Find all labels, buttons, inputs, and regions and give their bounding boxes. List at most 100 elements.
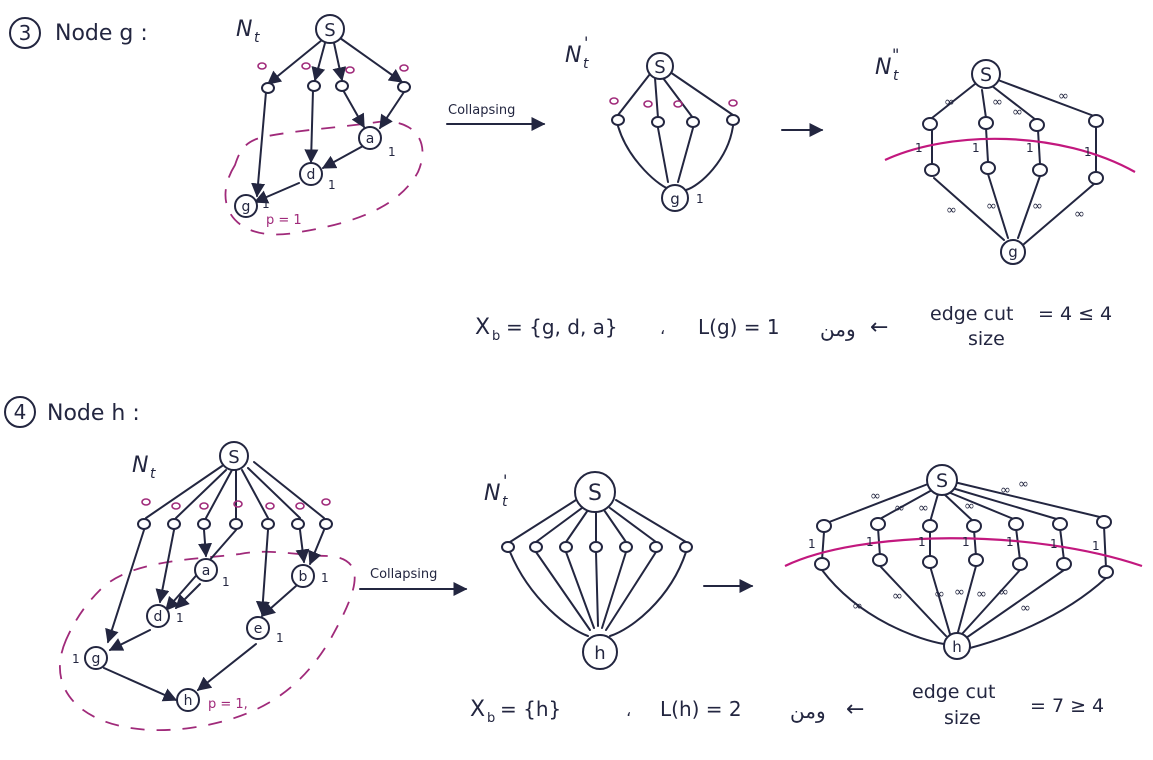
- step-4-node-b-label: b: [299, 569, 308, 585]
- step-3-net-label: N: [236, 17, 252, 42]
- step-3-node-d: [299, 162, 323, 186]
- step-3-inf-2: ∞: [992, 95, 1003, 110]
- step-4-node-g-weight: 1: [72, 652, 80, 666]
- step-3-inf-7: ∞: [1032, 199, 1043, 214]
- step-3-edge-cut-line2: size: [968, 328, 1005, 350]
- step-3-network-split: N t " S g ∞ ∞ ∞ ∞ 1 1 1 1 ∞ ∞ ∞ ∞: [875, 45, 1136, 265]
- step-3-collapsed-label: N: [565, 43, 581, 68]
- step-4-xb-value: = {h}: [500, 697, 561, 721]
- step-4-node-d: [146, 604, 170, 628]
- step-3-root-label: S: [324, 20, 335, 41]
- step-3-lg: L(g) = 1: [698, 315, 780, 339]
- step-4-node-d-weight: 1: [176, 611, 184, 625]
- step-4-edge-cut-value: = 7 ≥ 4: [1030, 695, 1104, 717]
- step-3-inf-4: ∞: [1058, 89, 1069, 104]
- step-4-node-e: [246, 616, 270, 640]
- step-4-collapsed-root: S: [588, 481, 602, 506]
- step-3-net-sub: t: [254, 30, 260, 46]
- step-3-one-1: 1: [915, 141, 923, 155]
- step-3-collapse-label: Collapsing: [448, 103, 515, 118]
- step-4-arrow: ←: [846, 697, 864, 722]
- step-3-one-4: 1: [1084, 145, 1092, 159]
- step-4-node-g-label: g: [92, 651, 101, 667]
- step-3-node-a: [358, 126, 382, 150]
- step-4-one-4: 1: [962, 535, 970, 549]
- step-4-network-original: S a 1 b 1 d 1 e 1 g 1 h p = 1,: [59, 441, 356, 732]
- step-3-xb-value: = {g, d, a}: [506, 315, 618, 339]
- step-4-collapsed-sub: t: [502, 494, 508, 510]
- step-4-one-5: 1: [1006, 535, 1014, 549]
- step-4-collapse: Collapsing: [359, 567, 468, 596]
- step-3-one-3: 1: [1026, 141, 1034, 155]
- step-3-edge-cut-value: = 4 ≤ 4: [1038, 303, 1112, 325]
- step-4-node-a-weight: 1: [222, 575, 230, 589]
- step-4-collapsed-label: N: [484, 481, 500, 506]
- step-4-inf-11: ∞: [976, 587, 987, 602]
- step-4-cut-line: [784, 537, 1143, 568]
- step-4-heading: 4 Node h : N t: [4, 396, 156, 482]
- step-3-inf-6: ∞: [986, 199, 997, 214]
- step-4-inf-8: ∞: [892, 589, 903, 604]
- step-4-one-6: 1: [1050, 537, 1058, 551]
- step-4-node-a-label: a: [202, 563, 211, 579]
- step-3-inf-5: ∞: [946, 203, 957, 218]
- step-4-split-node-h: h: [952, 638, 962, 656]
- step-4-inf-9: ∞: [934, 587, 945, 602]
- step-4-result: X b = {h} ، L(h) = 2 ومن ← edge cut size…: [470, 681, 1104, 729]
- step-4-number-circle: [4, 396, 36, 428]
- step-3-arrow: ←: [870, 315, 888, 340]
- step-3-network-original: S a 1 d 1 g 1 p = 1: [224, 14, 424, 236]
- step-4-lh: L(h) = 2: [660, 697, 742, 721]
- step-3-cut-line: [884, 137, 1136, 173]
- step-3-p-label: p = 1: [266, 213, 302, 228]
- step-3-node-d-weight: 1: [328, 178, 336, 192]
- step-3-separator: ،: [660, 319, 665, 338]
- step-4-inf-3: ∞: [918, 501, 929, 516]
- step-3-network-collapsed: N t ' S g 1: [565, 33, 740, 212]
- step-4-node-h: [176, 688, 200, 712]
- step-3-inf-8: ∞: [1074, 207, 1085, 222]
- step-3-arabic: ومن: [820, 317, 856, 341]
- step-4-inf-2: ∞: [894, 501, 905, 516]
- step-4-network-split: S h ∞ ∞ ∞ ∞ ∞ ∞ 1 1 1 1 1 1 1 ∞ ∞ ∞ ∞ ∞ …: [784, 464, 1143, 660]
- step-4-inf-1: ∞: [870, 489, 881, 504]
- step-4-collapsed-node-h: h: [594, 643, 605, 664]
- step-4-node-d-label: d: [154, 609, 163, 625]
- step-4-node-b: [291, 564, 315, 588]
- step-3-title: Node g :: [55, 21, 148, 46]
- step-3-number-circle: [9, 17, 41, 49]
- step-4-one-1: 1: [808, 537, 816, 551]
- step-4-collapsed-mark: ': [503, 471, 507, 490]
- step-4-arabic: ومن: [790, 699, 826, 723]
- step-4-net-label: N: [132, 453, 148, 478]
- step-4-one-2: 1: [866, 535, 874, 549]
- step-3-split-label: N: [875, 55, 891, 80]
- step-4-node-e-weight: 1: [276, 631, 284, 645]
- step-4-node-h-label: h: [184, 693, 193, 709]
- step-3-cluster-boundary: [224, 120, 424, 236]
- step-3-collapsed-sub: t: [583, 56, 589, 72]
- step-3-collapsed-root: S: [654, 57, 665, 78]
- step-3-edge-cut-line1: edge cut: [930, 303, 1013, 325]
- step-3-node-g: [234, 194, 258, 218]
- step-3-node-g-weight: 1: [262, 197, 270, 211]
- step-3-number: 3: [19, 21, 32, 45]
- step-3-node-d-label: d: [307, 167, 316, 183]
- step-4-xb-sub: b: [487, 711, 495, 726]
- step-4-inf-6: ∞: [1018, 477, 1029, 492]
- step-4-inf-13: ∞: [1020, 601, 1031, 616]
- step-4-edge-cut-line1: edge cut: [912, 681, 995, 703]
- step-4-one-3: 1: [918, 535, 926, 549]
- step-4-root-label: S: [228, 447, 239, 468]
- step-4-network-collapsed: N t ' S h: [484, 471, 693, 670]
- step-4-node-a: [194, 558, 218, 582]
- step-3-collapse: Collapsing: [446, 103, 546, 131]
- step-4-node-e-label: e: [254, 621, 263, 637]
- step-4-one-7: 1: [1092, 539, 1100, 553]
- step-4-net-sub: t: [150, 466, 156, 482]
- step-3-root-node: [315, 14, 345, 44]
- step-4-inf-5: ∞: [1000, 483, 1011, 498]
- step-4-p-label: p = 1,: [208, 697, 248, 712]
- step-4-root-node: [219, 441, 249, 471]
- step-3-node-a-weight: 1: [388, 145, 396, 159]
